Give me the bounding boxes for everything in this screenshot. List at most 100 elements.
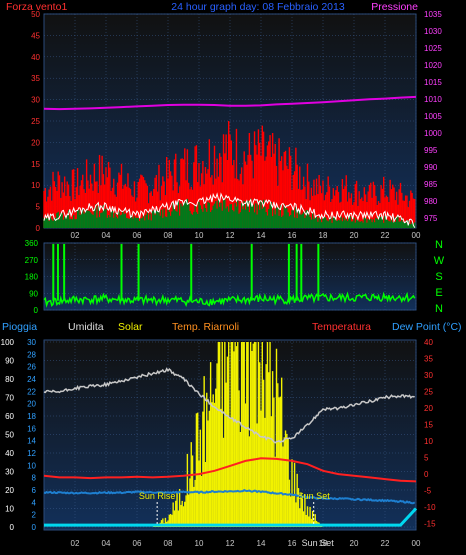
humidity-tick-label: 20: [5, 486, 14, 495]
temperature-legend: Temperatura: [312, 321, 371, 333]
hour-axis-1: 02 04 06 08 10 12 14 16 18 20 22 00: [71, 231, 421, 240]
rain-tick-label: 18: [27, 412, 36, 421]
wind-tick-label: 50: [31, 10, 40, 19]
rain-tick-label: 26: [27, 363, 36, 372]
rain-tick-label: 0: [32, 523, 37, 532]
humidity-tick-label: 60: [5, 412, 14, 421]
wind-tick-label: 30: [31, 96, 40, 105]
hour-tick-label: 16: [288, 231, 297, 240]
hour-tick-label: 18: [319, 231, 328, 240]
hour-tick-label: 18: [319, 539, 328, 548]
humidity-tick-label: 30: [5, 468, 14, 477]
wind-tick-label: 45: [31, 31, 40, 40]
rain-tick-label: 16: [27, 424, 36, 433]
temperature-tick-label: 30: [424, 371, 433, 380]
sunset-time-label: Sun Set: [302, 538, 335, 548]
hour-tick-label: 16: [288, 539, 297, 548]
rain-tick-label: 2: [32, 511, 37, 520]
direction-axis: 0 90 180 270 360: [25, 239, 39, 315]
hour-tick-label: 02: [71, 231, 80, 240]
sunrise-label: Sun Rise: [139, 491, 176, 501]
wind-tick-label: 35: [31, 74, 40, 83]
temperature-tick-label: 35: [424, 355, 433, 364]
header-right-label: Pressione: [371, 1, 418, 13]
rain-tick-label: 10: [27, 461, 36, 470]
rain-tick-label: 28: [27, 350, 36, 359]
pressure-tick-label: 1030: [424, 27, 442, 36]
direction-tick-label: 270: [25, 256, 39, 265]
humidity-tick-label: 10: [5, 505, 14, 514]
pressure-tick-label: 985: [424, 180, 438, 189]
humidity-tick-label: 80: [5, 375, 14, 384]
direction-tick-label: 180: [25, 273, 39, 282]
dewpoint-line: [43, 488, 416, 505]
temperature-tick-label: 25: [424, 388, 433, 397]
rain-legend: Pioggia: [2, 321, 37, 333]
humidity-axis: 0 10 20 30 40 50 60 70 80 90 100: [1, 338, 15, 532]
temperature-tick-label: 15: [424, 421, 433, 430]
temperature-tick-label: 0: [424, 470, 429, 479]
hour-tick-label: 14: [257, 539, 266, 548]
temperature-tick-label: -15: [424, 520, 436, 529]
pressure-tick-label: 990: [424, 163, 438, 172]
hour-tick-label: 20: [350, 231, 359, 240]
hour-tick-label: 14: [257, 231, 266, 240]
hour-tick-label: 04: [102, 539, 111, 548]
rain-tick-label: 24: [27, 375, 36, 384]
wind-speed-line: [43, 192, 416, 228]
hour-tick-label: 08: [164, 539, 173, 548]
humidity-tick-label: 70: [5, 394, 14, 403]
humidity-line: [43, 367, 415, 444]
compass-label-w: W: [434, 255, 445, 267]
pressure-axis: 975 980 985 990 995 1000 1005 1010 1015 1020 1025 1…: [424, 10, 442, 223]
humidity-tick-label: 90: [5, 357, 14, 366]
rain-tick-label: 8: [32, 474, 37, 483]
hour-tick-label: 04: [102, 231, 111, 240]
rain-line: [44, 507, 418, 527]
pressure-tick-label: 1025: [424, 44, 442, 53]
rain-tick-label: 6: [32, 486, 37, 495]
hour-tick-label: 10: [195, 231, 204, 240]
temperature-line: [43, 457, 417, 483]
hour-tick-label: 06: [133, 539, 142, 548]
solar-legend: Solar: [118, 321, 143, 333]
rain-tick-label: 22: [27, 387, 36, 396]
pressure-tick-label: 1035: [424, 10, 442, 19]
wind-tick-label: 40: [31, 53, 40, 62]
hour-tick-label: 12: [226, 539, 235, 548]
temperature-tick-label: 40: [424, 338, 433, 347]
compass-label-n-top: N: [435, 239, 443, 251]
dewpoint-legend: Dew Point (°C): [392, 321, 462, 333]
pressure-tick-label: 995: [424, 146, 438, 155]
temp-index-legend: Temp. Riarnoli: [172, 321, 239, 333]
humidity-tick-label: 40: [5, 449, 14, 458]
wind-tick-label: 20: [31, 138, 40, 147]
temperature-tick-label: -10: [424, 503, 436, 512]
rain-tick-label: 12: [27, 449, 36, 458]
hour-tick-label: 02: [71, 539, 80, 548]
hour-tick-label: 12: [226, 231, 235, 240]
pressure-tick-label: 1005: [424, 112, 442, 121]
wind-tick-label: 25: [31, 117, 40, 126]
compass-label-n-bottom: N: [435, 303, 443, 315]
hour-tick-label: 00: [412, 539, 421, 548]
pressure-tick-label: 1015: [424, 78, 442, 87]
pressure-tick-label: 1010: [424, 95, 442, 104]
header-left-label: Forza vento1: [6, 1, 67, 13]
temperature-axis: -15 -10 -5 0 5 10 15 20 25 30 35 40: [424, 338, 436, 529]
humidity-tick-label: 0: [10, 523, 15, 532]
hour-tick-label: 22: [381, 539, 390, 548]
hour-tick-label: 00: [412, 231, 421, 240]
pressure-tick-label: 975: [424, 214, 438, 223]
rain-tick-label: 14: [27, 437, 36, 446]
wind-tick-label: 15: [31, 160, 40, 169]
wind-tick-label: 10: [31, 181, 40, 190]
hour-tick-label: 20: [350, 539, 359, 548]
hour-tick-label: 22: [381, 231, 390, 240]
humidity-legend: Umidita: [68, 321, 104, 333]
hour-tick-label: 10: [195, 539, 204, 548]
wind-direction-line: [43, 291, 416, 308]
hour-tick-label: 08: [164, 231, 173, 240]
pressure-line: [43, 95, 417, 111]
